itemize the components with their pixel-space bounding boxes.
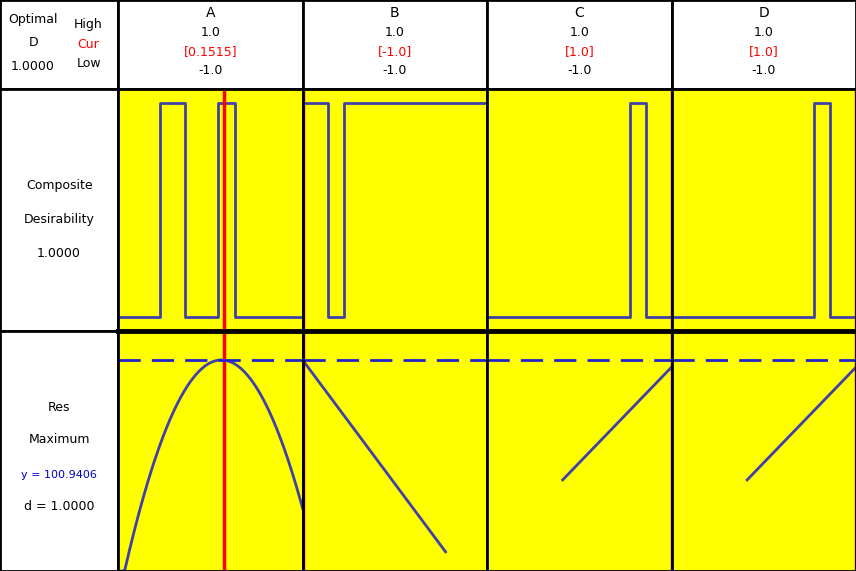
Text: High: High (74, 18, 103, 31)
Text: 1.0: 1.0 (569, 26, 589, 39)
Text: Optimal: Optimal (9, 13, 58, 26)
Text: Low: Low (76, 57, 101, 70)
Text: Composite: Composite (26, 179, 92, 192)
Text: d = 1.0000: d = 1.0000 (24, 500, 94, 513)
Text: [1.0]: [1.0] (749, 45, 779, 58)
Text: D: D (758, 6, 770, 21)
Text: -1.0: -1.0 (383, 65, 407, 77)
Text: 1.0000: 1.0000 (11, 60, 55, 73)
Text: -1.0: -1.0 (752, 65, 776, 77)
Text: Cur: Cur (78, 38, 99, 51)
Text: -1.0: -1.0 (568, 65, 591, 77)
Text: [1.0]: [1.0] (564, 45, 594, 58)
Text: [0.1515]: [0.1515] (183, 45, 237, 58)
Text: y = 100.9406: y = 100.9406 (21, 470, 97, 480)
Text: A: A (205, 6, 215, 21)
Text: Desirability: Desirability (24, 213, 94, 226)
Text: Res: Res (48, 401, 70, 415)
Text: D: D (28, 36, 38, 49)
Text: Maximum: Maximum (28, 433, 90, 445)
Text: -1.0: -1.0 (199, 65, 223, 77)
Text: [-1.0]: [-1.0] (377, 45, 412, 58)
Text: B: B (390, 6, 400, 21)
Text: 1.0000: 1.0000 (37, 247, 81, 260)
Text: 1.0: 1.0 (754, 26, 774, 39)
Text: 1.0: 1.0 (200, 26, 220, 39)
Text: 1.0: 1.0 (385, 26, 405, 39)
Text: C: C (574, 6, 584, 21)
